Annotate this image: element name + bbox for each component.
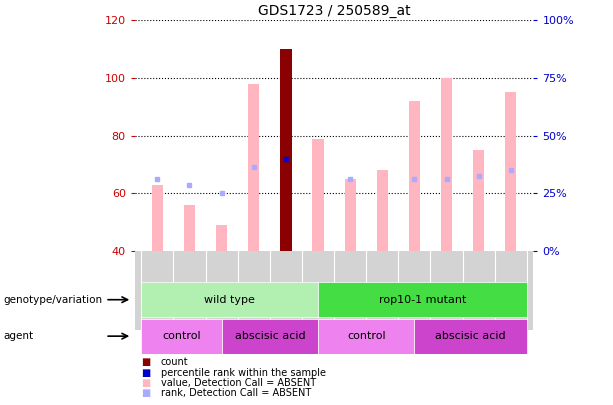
Text: ■: ■ — [141, 378, 150, 388]
Bar — [280, 49, 292, 251]
Text: wild type: wild type — [204, 295, 255, 305]
Text: ■: ■ — [141, 388, 150, 398]
Bar — [409, 101, 420, 251]
Text: ■: ■ — [141, 368, 150, 377]
Bar — [441, 78, 452, 251]
Bar — [414, 319, 527, 354]
Text: count: count — [161, 358, 188, 367]
Text: percentile rank within the sample: percentile rank within the sample — [161, 368, 326, 377]
Text: abscisic acid: abscisic acid — [435, 331, 506, 341]
Bar — [216, 225, 227, 251]
Text: control: control — [162, 331, 201, 341]
Text: abscisic acid: abscisic acid — [235, 331, 305, 341]
Text: rop10-1 mutant: rop10-1 mutant — [379, 295, 466, 305]
Bar — [222, 319, 318, 354]
Text: control: control — [347, 331, 386, 341]
Bar — [505, 92, 516, 251]
Bar — [473, 150, 484, 251]
Bar — [152, 185, 163, 251]
Title: GDS1723 / 250589_at: GDS1723 / 250589_at — [258, 4, 410, 18]
Bar — [184, 205, 195, 251]
Bar — [313, 139, 324, 251]
Text: rank, Detection Call = ABSENT: rank, Detection Call = ABSENT — [161, 388, 311, 398]
Text: value, Detection Call = ABSENT: value, Detection Call = ABSENT — [161, 378, 316, 388]
Bar — [376, 170, 388, 251]
Bar — [318, 319, 414, 354]
Bar — [345, 179, 356, 251]
Bar — [141, 319, 222, 354]
Bar — [141, 282, 318, 317]
Text: agent: agent — [3, 331, 33, 341]
Bar — [318, 282, 527, 317]
Text: ■: ■ — [141, 358, 150, 367]
Text: genotype/variation: genotype/variation — [3, 295, 102, 305]
Bar — [248, 84, 259, 251]
